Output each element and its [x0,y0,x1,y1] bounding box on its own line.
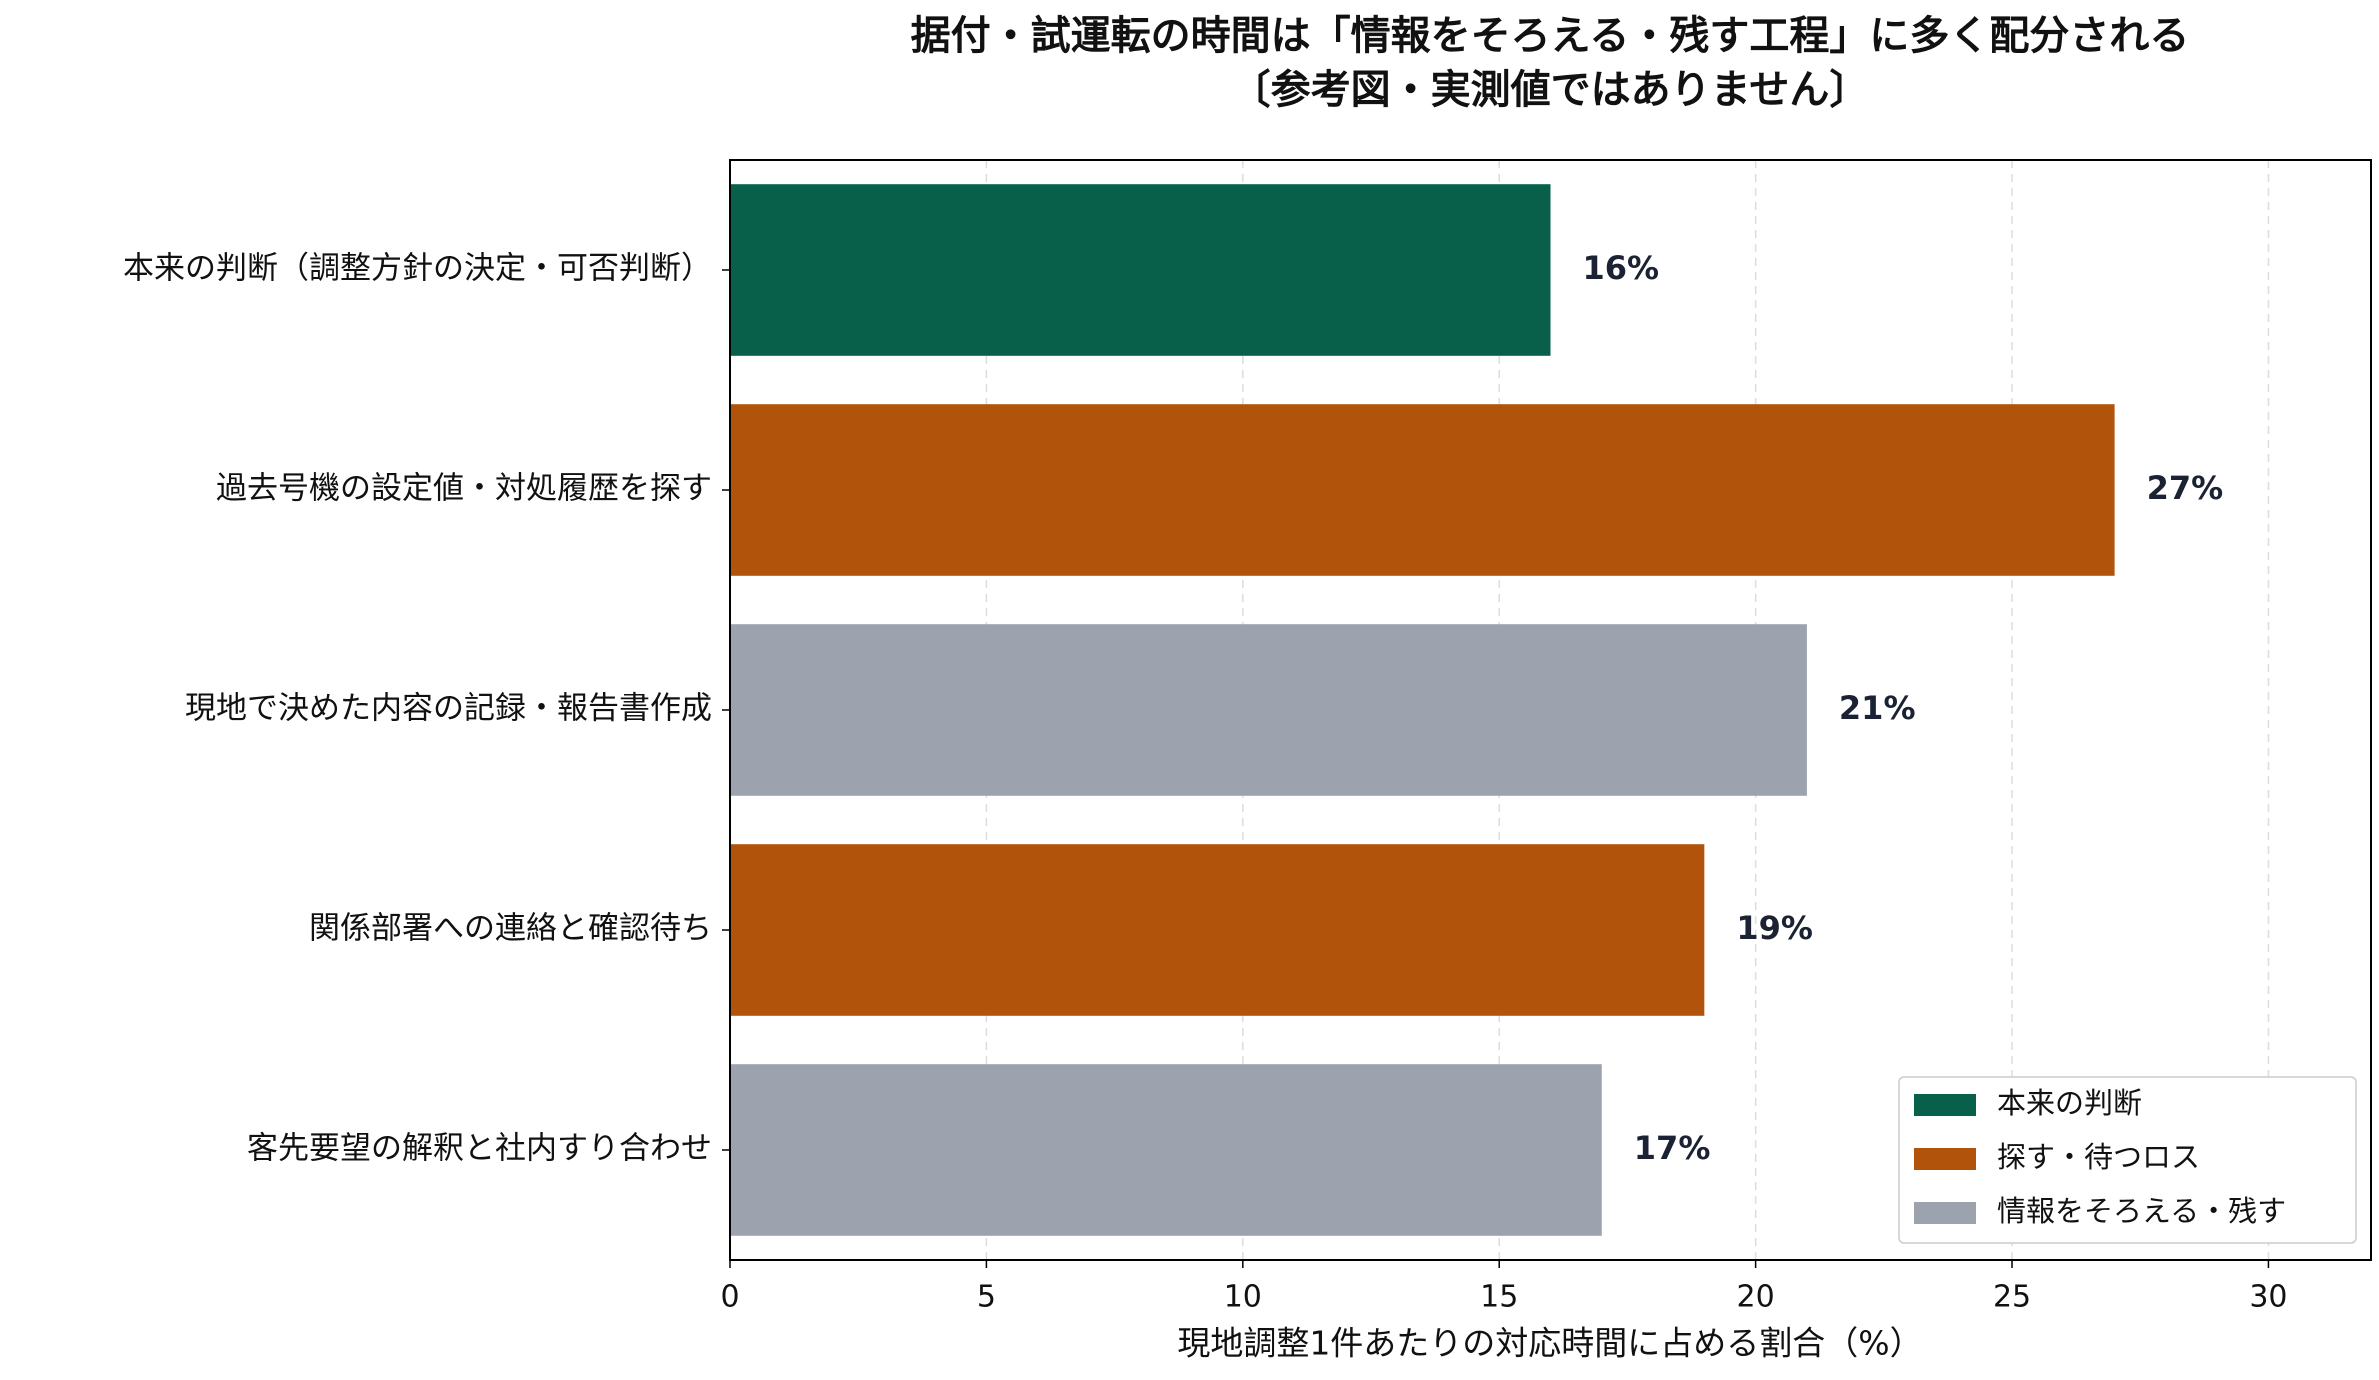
legend-swatch [1914,1202,1976,1224]
bar [730,1064,1602,1236]
chart-subtitle: 〔参考図・実測値ではありません〕 [1231,67,1870,113]
value-label: 16% [1583,249,1660,287]
bar [730,404,2115,576]
legend-swatch [1914,1148,1976,1170]
x-tick-label: 15 [1480,1280,1518,1315]
x-tick-label: 30 [2249,1280,2287,1315]
y-tick-label: 現地で決めた内容の記録・報告書作成 [185,691,712,727]
legend-swatch [1914,1094,1976,1116]
value-label: 21% [1839,689,1916,727]
x-tick-label: 20 [1737,1280,1775,1315]
x-tick-label: 0 [720,1280,739,1315]
bar [730,624,1807,796]
y-tick-label: 過去号機の設定値・対処履歴を探す [216,471,712,507]
y-tick-label: 客先要望の解釈と社内すり合わせ [247,1131,712,1167]
x-axis-label: 現地調整1件あたりの対応時間に占める割合（%） [1177,1324,1922,1363]
bar [730,844,1705,1016]
value-label: 19% [1736,909,1813,947]
legend-label: 探す・待つロス [1997,1140,2200,1174]
value-label: 27% [2147,469,2224,507]
x-tick-label: 10 [1224,1280,1262,1315]
bar [730,184,1551,356]
legend-box [1898,1076,2357,1244]
value-label: 17% [1634,1129,1711,1167]
chart-title: 据付・試運転の時間は「情報をそろえる・残す工程」に多く配分される [911,13,2190,59]
y-tick-label: 関係部署への連絡と確認待ち [309,911,712,947]
plot-frame [729,159,2372,1261]
x-tick-label: 5 [977,1280,996,1315]
y-tick-label: 本来の判断（調整方針の決定・可否判断） [123,251,712,287]
x-tick-label: 25 [1993,1280,2031,1315]
legend-label: 情報をそろえる・残す [1997,1194,2286,1228]
legend-label: 本来の判断 [1997,1086,2142,1120]
